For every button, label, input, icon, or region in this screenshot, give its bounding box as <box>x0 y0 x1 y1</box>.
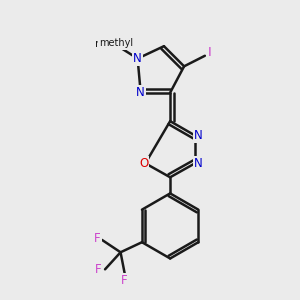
Text: methyl: methyl <box>99 38 133 48</box>
Text: I: I <box>208 46 212 59</box>
Text: N: N <box>194 157 203 170</box>
Text: F: F <box>121 274 128 287</box>
Text: O: O <box>139 157 148 170</box>
Text: F: F <box>94 232 101 245</box>
Text: methyl: methyl <box>95 39 132 49</box>
Text: F: F <box>95 263 102 276</box>
Text: N: N <box>194 129 203 142</box>
Text: N: N <box>133 52 142 65</box>
Text: N: N <box>136 86 145 99</box>
